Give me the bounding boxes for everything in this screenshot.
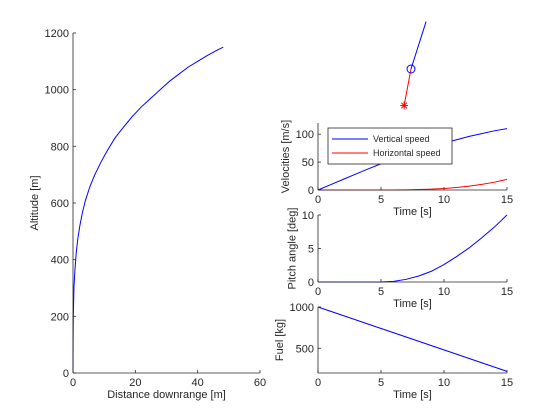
legend: Vertical speed Horizontal speed — [327, 127, 453, 165]
x-axis-label: Distance downrange [m] — [107, 389, 226, 401]
x-tick-label: 10 — [438, 194, 450, 206]
x-tick-label: 15 — [501, 194, 513, 206]
x-tick-label: 5 — [378, 377, 384, 389]
y-tick-label: 500 — [296, 343, 314, 355]
x-tick-label: 20 — [129, 377, 141, 389]
y-tick-label: 800 — [51, 141, 69, 153]
y-tick-label: 1000 — [45, 85, 69, 97]
y-axis-label: Fuel [kg] — [274, 319, 286, 361]
thrust-marker — [400, 101, 409, 110]
x-tick-label: 0 — [315, 194, 321, 206]
y-tick-label: 0 — [63, 368, 69, 380]
y-tick-label: 200 — [51, 311, 69, 323]
y-tick-label: 100 — [296, 129, 314, 141]
x-tick-label: 10 — [438, 286, 450, 298]
axes-3: 0 5 10 15 0 5 10 Time [s] Pitch angle [deg] — [286, 208, 513, 310]
x-tick-label: 10 — [438, 377, 450, 389]
y-tick-label: 400 — [51, 255, 69, 267]
thrust-vector-line — [403, 68, 412, 106]
y-tick-label: 1000 — [290, 302, 314, 314]
x-tick-label: 0 — [315, 377, 321, 389]
x-tick-label: 15 — [501, 286, 513, 298]
y-tick-label: 0 — [308, 277, 314, 289]
axes-4: 0 5 10 15 500 1000 Time [s] Fuel [kg] — [274, 302, 513, 401]
y-tick-label: 50 — [302, 157, 314, 169]
series-line-0 — [317, 306, 508, 372]
series-line-0 — [318, 214, 508, 283]
x-tick-label: 5 — [378, 286, 384, 298]
legend-entry: Vertical speed — [373, 134, 430, 144]
x-axis-label: Time [s] — [393, 298, 432, 310]
x-tick-label: 0 — [70, 377, 76, 389]
x-axis-label: Time [s] — [393, 206, 432, 218]
series-line-1 — [318, 178, 508, 191]
y-tick-label: 600 — [51, 198, 69, 210]
y-tick-label: 0 — [308, 185, 314, 197]
y-axis-label: Velocities [m/s] — [280, 120, 292, 193]
axes-2: 0 5 10 15 0 50 100 Time [s] Velocities [m/s] Vert… — [280, 120, 513, 218]
rocket-body-line — [410, 21, 427, 70]
x-tick-label: 60 — [254, 377, 266, 389]
rocket-position-marker — [406, 64, 416, 74]
y-tick-label: 10 — [302, 210, 314, 222]
x-tick-label: 0 — [315, 286, 321, 298]
legend-box — [327, 127, 453, 165]
legend-entry: Horizontal speed — [373, 148, 441, 158]
x-tick-label: 15 — [501, 377, 513, 389]
x-tick-label: 40 — [192, 377, 204, 389]
y-tick-label: 5 — [308, 244, 314, 256]
series-line-0 — [72, 46, 224, 374]
x-axis-label: Time [s] — [393, 389, 432, 401]
y-axis-label: Pitch angle [deg] — [286, 208, 298, 290]
x-tick-label: 5 — [378, 194, 384, 206]
y-axis-label: Altitude [m] — [29, 175, 41, 230]
trajectory-sketch — [400, 21, 427, 110]
y-tick-label: 1200 — [45, 28, 69, 40]
thrust-marker-stroke — [400, 102, 408, 109]
